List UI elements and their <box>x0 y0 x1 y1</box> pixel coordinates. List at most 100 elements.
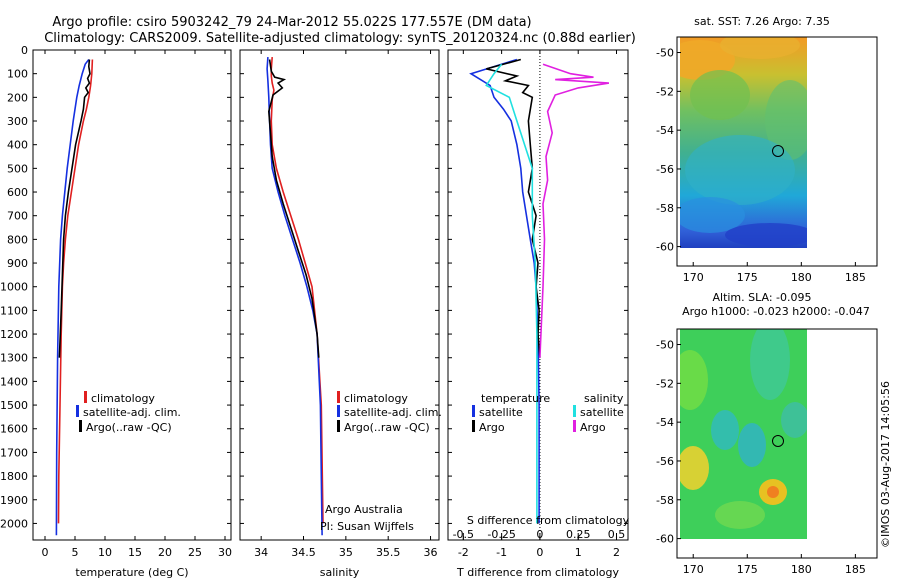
x-tick-label: 170 <box>683 271 704 284</box>
x-tick-label: 2 <box>613 546 620 559</box>
sla-map-axis: 170 175 180 185 -50 -52 -54 -56 -58 -60 <box>656 339 866 576</box>
legend-sal-argo: Argo <box>580 421 606 434</box>
y-tick-label: 600 <box>7 186 28 199</box>
x-tick-label: 35.5 <box>376 546 401 559</box>
y-tick-label: 1000 <box>0 281 28 294</box>
difference-panel: -2 -1 0 1 2 T difference from climatology <box>447 49 629 579</box>
timestamp-text: ©IMOS 03-Aug-2017 14:05:56 <box>879 381 892 548</box>
x-tick-label: 180 <box>791 271 812 284</box>
series-line-climatology <box>57 59 94 524</box>
salinity-panel: 34 34.5 35 35.5 36 salinity <box>239 49 440 579</box>
y-tick-label: 1200 <box>0 328 28 341</box>
y-tick-label: -56 <box>656 455 674 468</box>
legend-argo-swatch <box>337 420 340 432</box>
secondary-tick-label: 0.25 <box>566 528 591 541</box>
y-tick-label: 1400 <box>0 375 28 388</box>
argo-position-marker <box>772 435 784 447</box>
x-tick-label: 36 <box>424 546 438 559</box>
secondary-tick-label: 0 <box>536 528 543 541</box>
secondary-tick-label: 0.5 <box>608 528 626 541</box>
y-tick-label: 0 <box>21 44 28 57</box>
x-tick-label: 175 <box>737 271 758 284</box>
x-tick-label: 30 <box>218 546 232 559</box>
y-tick-label: 200 <box>7 91 28 104</box>
temperature-legend: climatology satellite-adj. clim. Argo(..… <box>76 391 181 434</box>
legend-sal-satellite: satellite <box>580 406 624 419</box>
x-tick-label: 20 <box>158 546 172 559</box>
y-tick-label: 100 <box>7 68 28 81</box>
x-axis-label: temperature (deg C) <box>75 566 188 579</box>
legend-climatology: climatology <box>344 392 408 405</box>
credit-text: Argo Australia <box>325 503 403 516</box>
series-line-salinity-argo <box>539 63 610 358</box>
argo-position-marker <box>772 145 784 157</box>
y-tick-label: -58 <box>656 494 674 507</box>
x-tick-label: 25 <box>188 546 202 559</box>
x-tick-label: -2 <box>458 546 469 559</box>
secondary-axis-label: S difference from climatology <box>467 514 630 527</box>
y-tick-label: -50 <box>656 339 674 352</box>
series-line-salinity-satellite <box>485 63 538 524</box>
series-line-argo-raw-qc- <box>58 59 91 358</box>
secondary-tick-label: -0.25 <box>487 528 515 541</box>
legend-argo-swatch <box>79 420 82 432</box>
y-tick-label: 2000 <box>0 517 28 530</box>
x-tick-label: 185 <box>845 563 866 576</box>
legend-satellite-swatch <box>76 405 79 417</box>
legend-climatology-swatch <box>337 391 340 403</box>
plot-frame <box>32 49 232 541</box>
secondary-axis-ticks: -0.5 -0.25 0 0.25 0.5 <box>453 528 626 541</box>
y-tick-label: -56 <box>656 163 674 176</box>
y-tick-label: -50 <box>656 47 674 60</box>
y-tick-label: 1100 <box>0 304 28 317</box>
figure-title-line2: Climatology: CARS2009. Satellite-adjuste… <box>44 31 636 46</box>
sst-map: sat. SST: 7.26 Argo: 7.35 170 175 180 185 -5… <box>656 15 878 284</box>
y-tick-label: -54 <box>656 416 674 429</box>
y-tick-label: -52 <box>656 377 674 390</box>
legend-argo: Argo(..raw -QC) <box>344 421 430 434</box>
x-tick-label: 34.5 <box>291 546 316 559</box>
legend-heading-salinity: salinity <box>584 392 624 405</box>
legend-heading-temperature: temperature <box>481 392 550 405</box>
y-tick-label: -58 <box>656 202 674 215</box>
sst-map-frame <box>676 36 878 267</box>
y-tick-label: 300 <box>7 115 28 128</box>
x-tick-label: 15 <box>128 546 142 559</box>
legend-climatology: climatology <box>91 392 155 405</box>
series-line-argo-raw-qc- <box>267 59 320 358</box>
x-tick-label: 35 <box>339 546 353 559</box>
x-tick-label: 185 <box>845 271 866 284</box>
x-tick-label: 175 <box>737 563 758 576</box>
legend-temp-argo: Argo <box>479 421 505 434</box>
sla-map-title: Altim. SLA: -0.095 <box>712 291 811 304</box>
sla-map-subtitle: Argo h1000: -0.023 h2000: -0.047 <box>682 305 870 318</box>
legend-temp-argo-swatch <box>472 420 475 432</box>
y-tick-label: 1700 <box>0 446 28 459</box>
x-tick-label: 1 <box>575 546 582 559</box>
x-tick-label: 0 <box>536 546 543 559</box>
legend-sal-satellite-swatch <box>573 405 576 417</box>
y-tick-label: 500 <box>7 162 28 175</box>
legend-climatology-swatch <box>84 391 87 403</box>
x-axis-label: T difference from climatology <box>456 566 619 579</box>
series-line-climatology <box>270 57 324 524</box>
plot-frame <box>447 49 629 541</box>
x-tick-label: -1 <box>496 546 507 559</box>
salinity-legend: climatology satellite-adj. clim. Argo(..… <box>337 391 442 434</box>
pi-text: PI: Susan Wijffels <box>320 520 414 533</box>
y-tick-label: 1300 <box>0 352 28 365</box>
legend-satellite: satellite-adj. clim. <box>344 406 442 419</box>
x-tick-label: 5 <box>72 546 79 559</box>
x-tick-label: 10 <box>98 546 112 559</box>
sla-map: Altim. SLA: -0.095 Argo h1000: -0.023 h2… <box>656 291 878 576</box>
figure-title-line1: Argo profile: csiro 5903242_79 24-Mar-20… <box>52 15 531 30</box>
sst-map-axis: 170 175 180 185 -50 -52 -54 -56 -58 -60 <box>656 47 866 284</box>
y-tick-label: -60 <box>656 533 674 546</box>
secondary-tick-label: -0.5 <box>453 528 474 541</box>
x-tick-label: 34 <box>254 546 268 559</box>
x-axis-label: salinity <box>320 566 360 579</box>
difference-legend: temperature salinity satellite Argo sate… <box>472 392 624 434</box>
y-tick-label: 400 <box>7 139 28 152</box>
legend-temp-satellite-swatch <box>472 405 475 417</box>
